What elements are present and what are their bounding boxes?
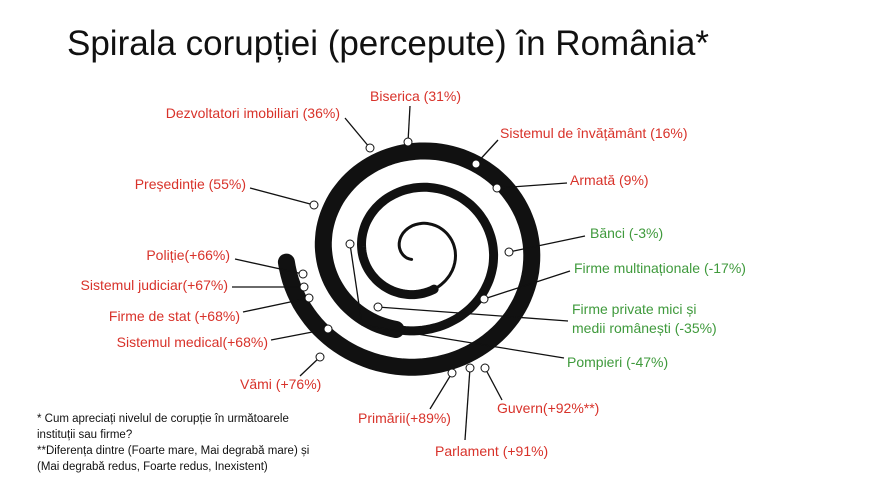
dot	[315, 352, 325, 362]
footnote-line: (Mai degrabă redus, Foarte redus, Inexis…	[37, 461, 268, 473]
footnote-line: instituții sau firme?	[37, 429, 132, 441]
dot	[492, 183, 502, 193]
node-label: Sistemul medical(+68%)	[117, 334, 268, 350]
node-label: Firme private mici și	[572, 301, 696, 317]
spiral-stroke	[356, 182, 499, 336]
node-label: Poliție(+66%)	[146, 247, 230, 263]
connector	[407, 105, 411, 143]
connector	[344, 117, 371, 149]
connector	[483, 270, 571, 300]
footnote-line: **Diferența dintre (Foarte mare, Mai deg…	[37, 445, 309, 457]
connector	[234, 258, 304, 275]
footnote: * Cum apreciați nivelul de corupție în u…	[37, 413, 309, 473]
node-label: Sistemul de învățământ (16%)	[500, 125, 688, 141]
node-label: Firme de stat (+68%)	[109, 308, 240, 324]
dot	[365, 143, 375, 153]
dot	[345, 239, 355, 249]
connector	[349, 243, 565, 359]
dot	[403, 137, 413, 147]
connector	[429, 372, 453, 410]
connector	[242, 297, 310, 313]
connector	[484, 367, 503, 401]
connector	[270, 328, 329, 341]
node-label: Dezvoltatori imobiliari (36%)	[166, 105, 340, 121]
footnote-line: * Cum apreciați nivelul de corupție în u…	[37, 413, 289, 425]
connector	[299, 356, 321, 377]
nodes: Biserica (31%) Dezvoltatori imobiliari (3…	[81, 88, 746, 459]
node-label: Parlament (+91%)	[435, 443, 548, 459]
spiral	[277, 142, 541, 376]
dot	[479, 294, 489, 304]
node-label: Guvern(+92%**)	[497, 400, 599, 416]
node-label: Pompieri (-47%)	[567, 354, 668, 370]
node-label: Vămi (+76%)	[240, 376, 321, 392]
title: Spirala corupției (percepute) în România…	[67, 24, 709, 63]
node-label: Firme multinaționale (-17%)	[574, 260, 746, 276]
connector	[475, 139, 499, 165]
node-label: Biserica (31%)	[370, 88, 461, 104]
dot	[480, 363, 490, 373]
node-label: Armată (9%)	[570, 172, 649, 188]
spiral-stroke	[397, 221, 458, 297]
connector	[496, 182, 568, 189]
node-label: Sistemul judiciar(+67%)	[81, 277, 228, 293]
connector	[464, 367, 471, 441]
dot	[447, 368, 457, 378]
dot	[309, 200, 319, 210]
connector	[508, 235, 586, 253]
spiral-stroke	[277, 142, 541, 376]
dot	[298, 269, 308, 279]
connector	[377, 306, 569, 322]
dot	[299, 282, 309, 292]
node-label: Președinție (55%)	[135, 176, 246, 192]
dot	[471, 159, 481, 169]
dot	[373, 302, 383, 312]
dot	[465, 363, 475, 373]
node-label: Primării(+89%)	[358, 410, 451, 426]
dot	[323, 324, 333, 334]
dot	[304, 293, 314, 303]
node-label: Bănci (-3%)	[590, 225, 663, 241]
connector	[249, 187, 315, 206]
node-label: medii românești (-35%)	[572, 320, 717, 336]
dot	[504, 247, 514, 257]
